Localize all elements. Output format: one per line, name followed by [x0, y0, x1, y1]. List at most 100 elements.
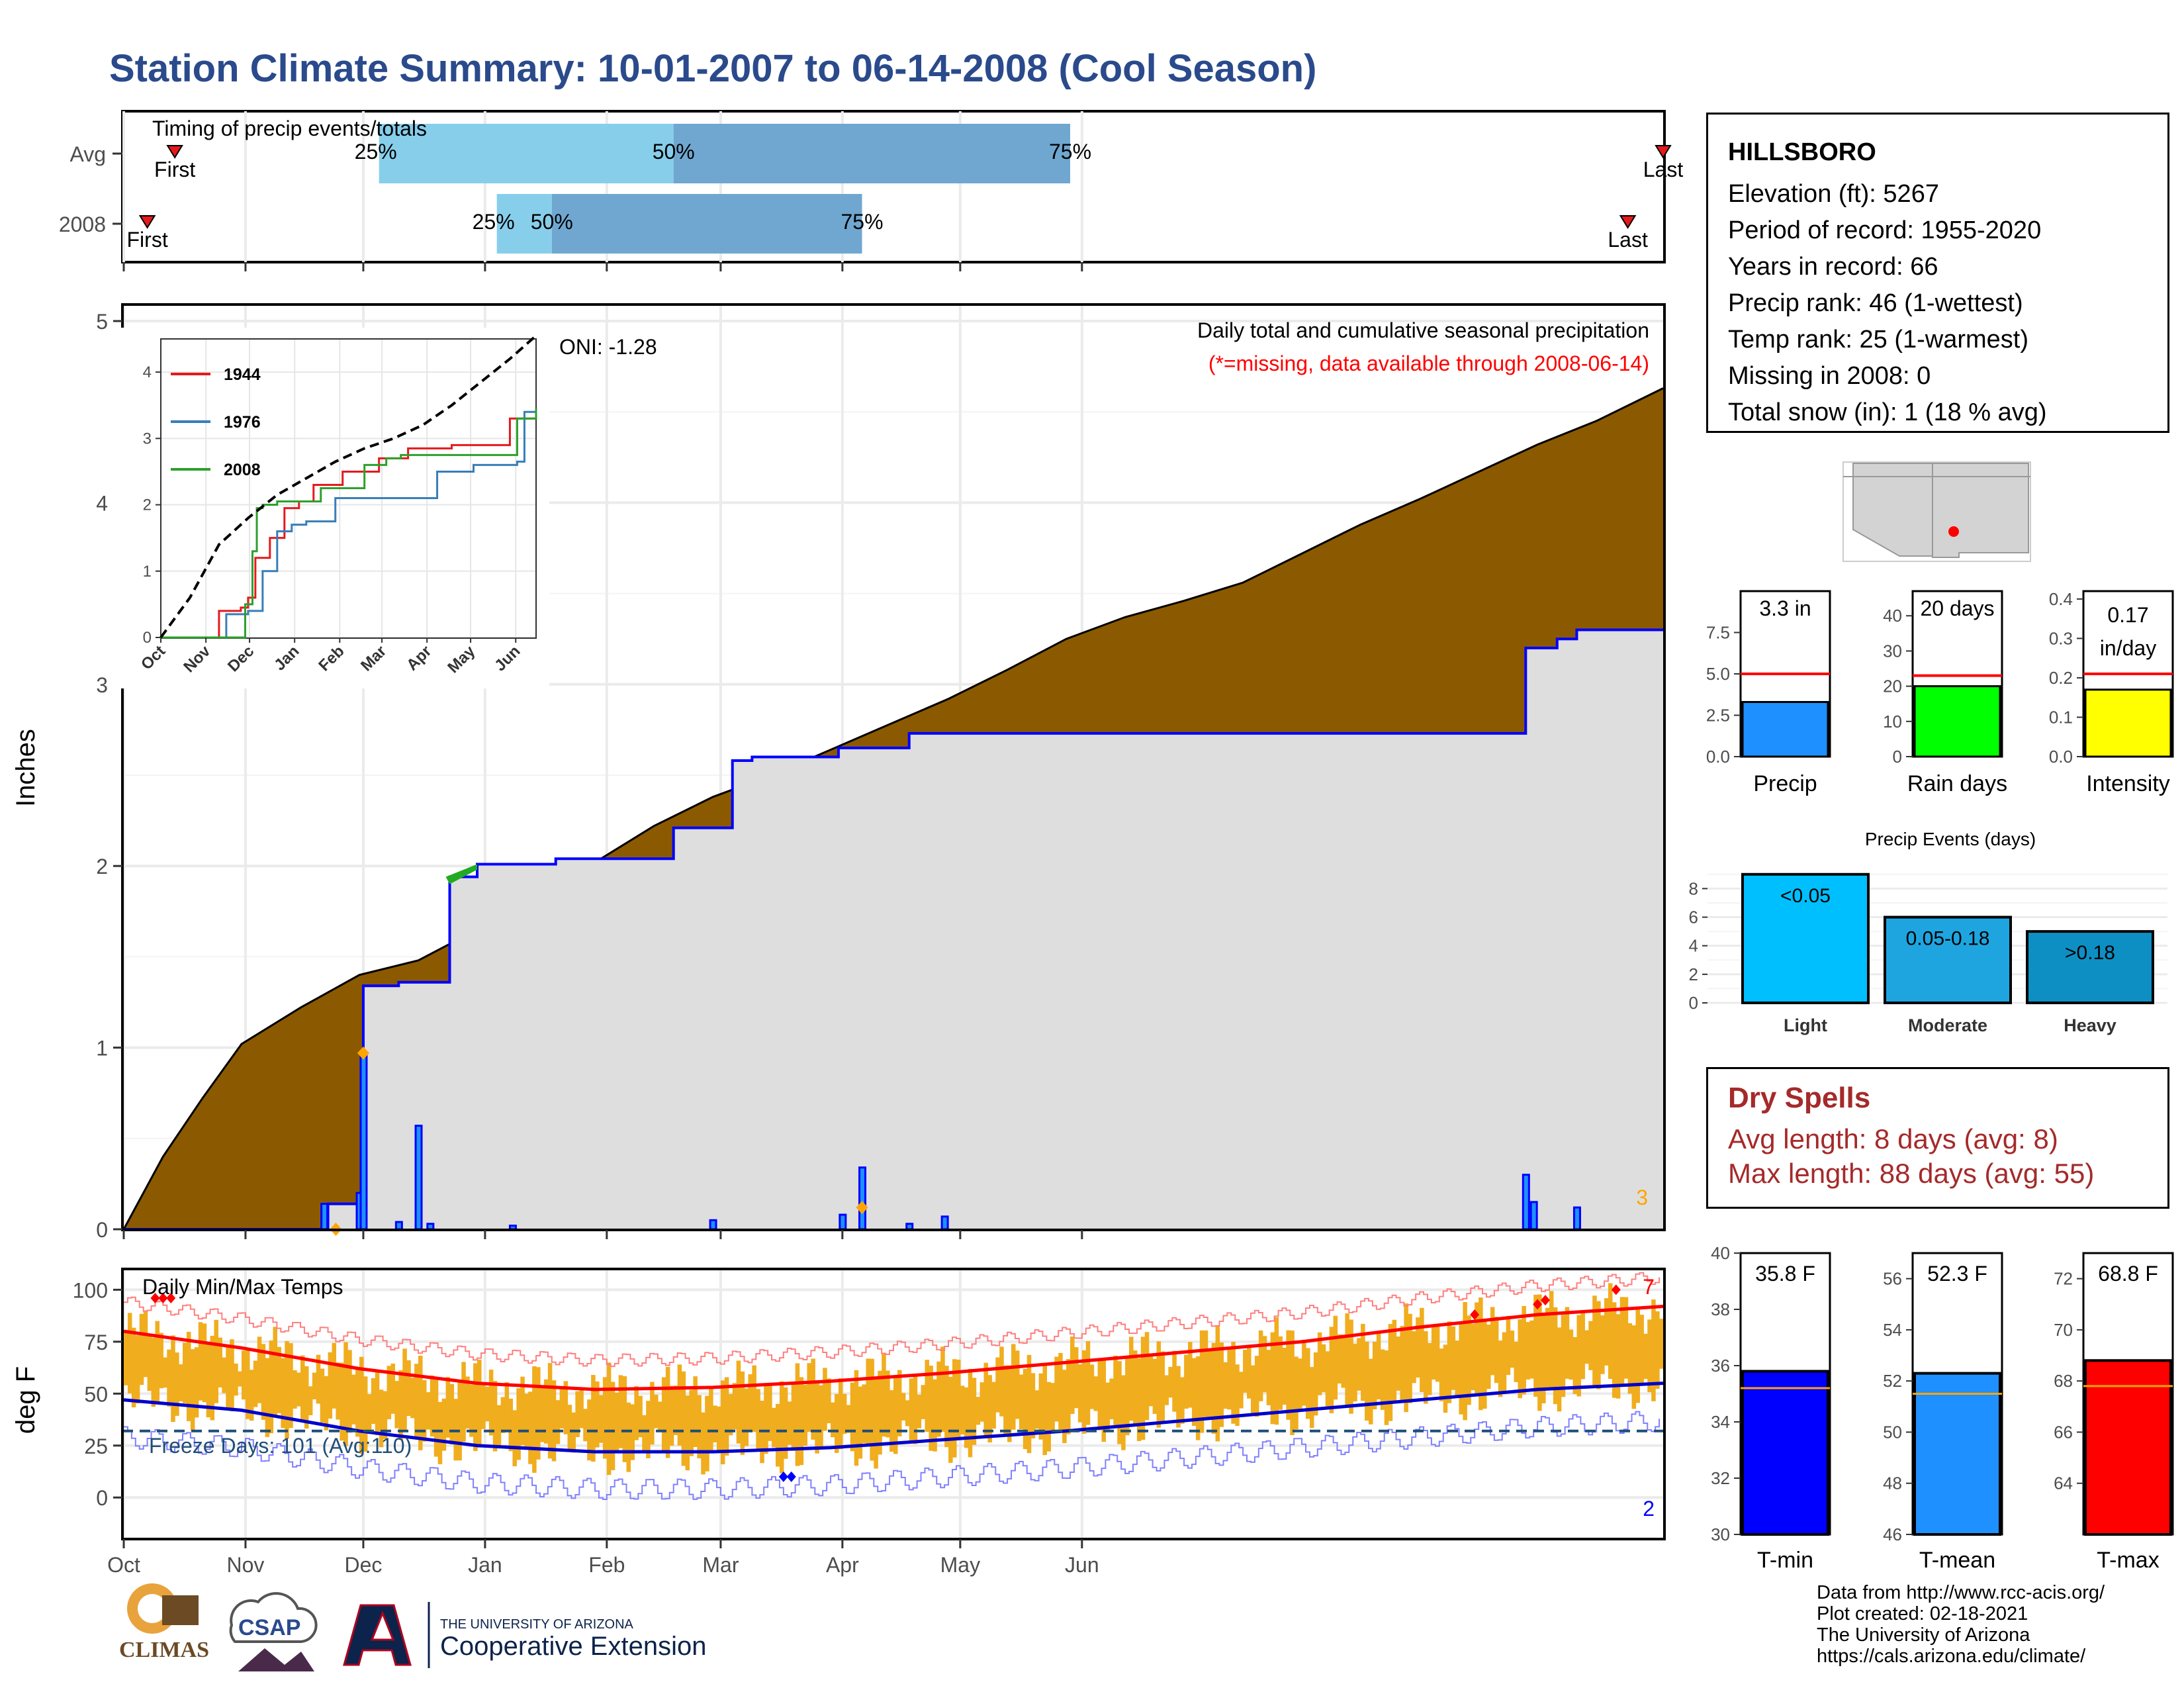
timing-p25-label: 25%: [473, 210, 515, 234]
temp-daily-bar: [610, 1382, 615, 1470]
temp-daily-bar: [811, 1358, 815, 1440]
daily-precip-bar: [1572, 1206, 1581, 1231]
temp-daily-bar: [1337, 1334, 1342, 1384]
annual-y-tick-label: 5.0: [1706, 664, 1730, 684]
station-line: Temp rank: 25 (1-warmest): [1728, 326, 2029, 353]
temp-daily-bar: [1023, 1368, 1028, 1450]
temp-daily-bar: [1294, 1356, 1298, 1430]
snow-marker: [856, 1201, 868, 1215]
timing-bar-25-50: [496, 194, 552, 254]
temp-daily-bar: [1565, 1307, 1570, 1379]
temp-daily-bar: [551, 1380, 557, 1462]
temp-daily-bar: [257, 1336, 262, 1403]
temp-daily-bar: [681, 1371, 686, 1466]
annual-y-tick-label: 2.5: [1706, 706, 1730, 726]
temp-daily-bar: [1525, 1322, 1530, 1380]
temp-daily-bar: [273, 1327, 278, 1417]
temp-daily-bar: [343, 1342, 348, 1446]
temp-daily-bar: [1270, 1332, 1275, 1425]
temp-daily-bar: [155, 1321, 160, 1403]
credit-line: Plot created: 02-18-2021: [1817, 1603, 2028, 1624]
temp-daily-bar: [1321, 1344, 1326, 1393]
year-cumulative-area: [124, 630, 1663, 1229]
temp-daily-bar: [536, 1367, 541, 1460]
temp-daily-bar: [1203, 1330, 1208, 1417]
temp-daily-bar: [390, 1363, 396, 1414]
record-high-marker: [158, 1292, 168, 1303]
temp-daily-bar: [838, 1378, 843, 1450]
temp-daily-bar: [846, 1405, 851, 1433]
temp-daily-bar: [960, 1385, 965, 1434]
temp-summary-y-tick-label: 30: [1711, 1524, 1730, 1544]
timing-last-label: Last: [1608, 228, 1648, 252]
record-high-marker: [1533, 1299, 1543, 1310]
main-corner-count: 3: [1636, 1186, 1648, 1209]
temp-daily-bar: [1365, 1341, 1369, 1421]
csap-logo: CSAP: [229, 1592, 318, 1671]
temp-daily-bar: [823, 1368, 827, 1431]
events-y-tick-label: 2: [1689, 964, 1698, 984]
temp-daily-bar: [618, 1375, 623, 1448]
temp-y-tick-label: 75: [84, 1331, 108, 1354]
temp-daily-bar: [1404, 1303, 1408, 1413]
temp-daily-bar: [1317, 1332, 1322, 1395]
temp-daily-bar: [744, 1388, 749, 1446]
temp-daily-bar: [1199, 1330, 1205, 1433]
temp-summary-y-tick-label: 70: [2054, 1320, 2073, 1340]
temp-daily-bar: [1073, 1347, 1079, 1409]
temp-daily-bar: [1038, 1373, 1044, 1440]
timing-p50-label: 50%: [531, 210, 573, 234]
timing-bar-25-50: [379, 124, 674, 183]
temp-daily-bar: [234, 1363, 238, 1396]
temp-daily-bar: [886, 1370, 890, 1438]
temp-summary-y-tick-label: 32: [1711, 1468, 1730, 1488]
temp-daily-bar: [1298, 1358, 1302, 1411]
temp-daily-bar: [1541, 1315, 1546, 1403]
annual-panel-label: Rain days: [1907, 771, 2007, 796]
temp-daily-bar: [167, 1349, 171, 1407]
temp-daily-bar: [1085, 1340, 1091, 1425]
temp-daily-bar: [1475, 1302, 1479, 1396]
temp-daily-bar: [646, 1401, 651, 1459]
station-line: Total snow (in): 1 (18 % avg): [1728, 399, 2047, 426]
temp-daily-bar: [406, 1360, 411, 1417]
temp-daily-bar: [917, 1394, 922, 1429]
temp-daily-bar: [1545, 1307, 1550, 1387]
temp-daily-bar: [465, 1376, 470, 1429]
temp-daily-bar: [874, 1378, 878, 1469]
snow-marker: [357, 1046, 369, 1060]
temp-daily-bar: [1529, 1320, 1534, 1379]
temp-daily-bar: [1070, 1336, 1075, 1414]
tmax-normal-line: [123, 1304, 1664, 1391]
temp-daily-bar: [422, 1380, 427, 1442]
temp-daily-bar: [500, 1397, 506, 1433]
temp-daily-bar: [1081, 1350, 1087, 1434]
temp-daily-bar: [1113, 1355, 1118, 1425]
temp-daily-bar: [1482, 1321, 1487, 1409]
inset-y-tick-label: 3: [143, 430, 152, 447]
temp-daily-bar: [504, 1382, 510, 1432]
dry-spells-max: Max length: 88 days (avg: 55): [1728, 1158, 2095, 1189]
temp-daily-bar: [135, 1335, 140, 1404]
temp-daily-bar: [827, 1378, 831, 1424]
timing-last-marker: [1655, 145, 1672, 159]
temp-daily-bar: [480, 1383, 486, 1429]
climas-logo: CLIMAS: [119, 1583, 209, 1662]
record-high-marker: [166, 1292, 176, 1303]
temp-daily-bar: [697, 1395, 702, 1459]
temp-daily-bar: [1341, 1335, 1345, 1388]
timing-last-label: Last: [1643, 158, 1684, 181]
temp-daily-bar: [685, 1395, 690, 1471]
temp-daily-bar: [308, 1386, 313, 1416]
temp-daily-bar: [1286, 1330, 1291, 1420]
events-y-tick-label: 4: [1689, 936, 1698, 956]
temp-daily-bar: [1188, 1342, 1193, 1408]
temp-daily-bar: [1062, 1370, 1067, 1444]
main-y-tick-label: 5: [96, 310, 108, 334]
temp-daily-bar: [815, 1382, 819, 1454]
station-location-marker: [1948, 526, 1959, 537]
temp-daily-bar: [1572, 1336, 1578, 1394]
temp-daily-bar: [1584, 1330, 1589, 1364]
temp-daily-bar: [1207, 1350, 1212, 1418]
temp-daily-bar: [1160, 1351, 1165, 1424]
